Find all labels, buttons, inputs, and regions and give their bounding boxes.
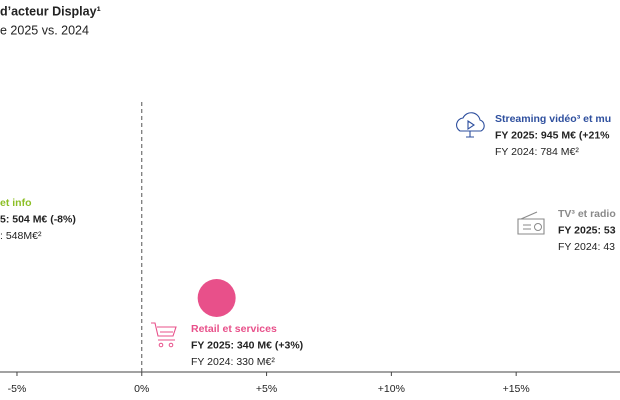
series-name: Streaming vidéo³ et mu <box>495 113 611 125</box>
x-tick-label: +5% <box>256 383 277 395</box>
bubble <box>197 279 236 317</box>
x-tick-label: -5% <box>8 383 27 395</box>
icon <box>456 112 485 138</box>
x-tick-label: +15% <box>503 383 530 395</box>
icon <box>534 223 542 231</box>
series-detail: FY 2025: 340 M€ (+3%) <box>191 339 303 351</box>
x-tick-label: +10% <box>378 383 405 395</box>
series-detail: 5: 504 M€ (-8%) <box>0 213 76 225</box>
series-name: TV³ et radio <box>558 208 616 220</box>
chart-subtitle: e 2025 vs. 2024 <box>0 23 89 37</box>
chart-title: d’acteur Display¹ <box>0 4 101 18</box>
series-detail: FY 2024: 784 M€² <box>495 146 579 158</box>
series-detail: FY 2024: 330 M€² <box>191 356 275 368</box>
series-detail: FY 2025: 53 <box>558 224 616 236</box>
series-name: Retail et services <box>191 323 277 335</box>
series-detail: FY 2024: 43 <box>558 241 615 253</box>
icon <box>168 342 174 348</box>
icon <box>517 211 545 235</box>
x-tick-label: 0% <box>134 383 149 395</box>
series-detail: : 548M€² <box>0 230 42 242</box>
icon <box>151 322 177 341</box>
series-detail: FY 2025: 945 M€ (+21% <box>495 129 610 141</box>
series-name: et info <box>0 197 32 209</box>
icon <box>158 342 164 348</box>
